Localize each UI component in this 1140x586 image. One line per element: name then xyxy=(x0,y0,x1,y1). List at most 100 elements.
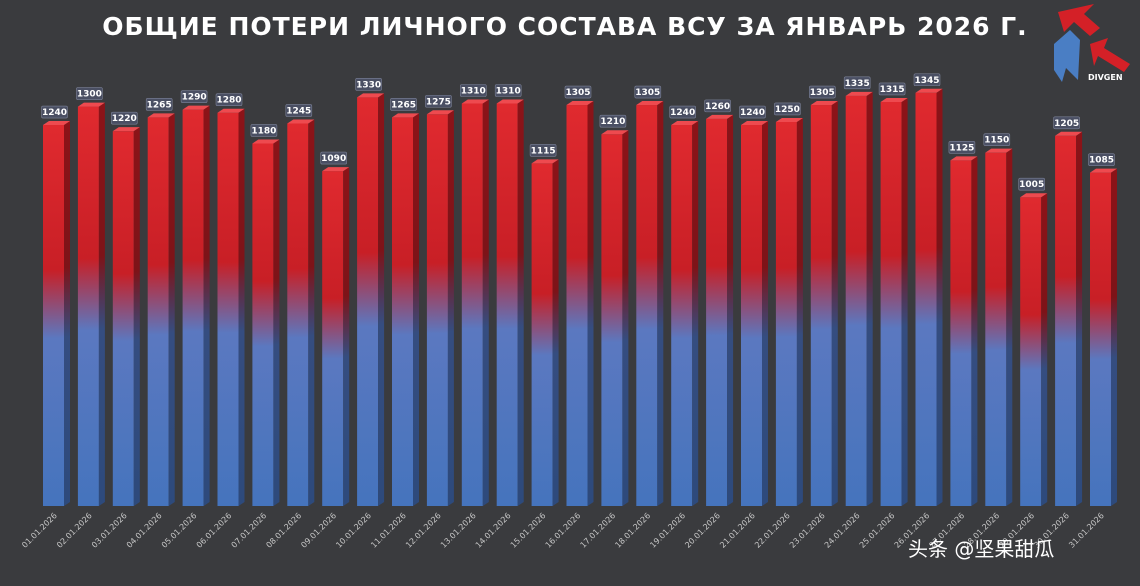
bar-side xyxy=(413,113,419,506)
bar-top xyxy=(531,159,559,164)
data-label-box xyxy=(250,124,278,137)
data-label-text: 1090 xyxy=(321,154,346,164)
data-label: 1085 xyxy=(1088,153,1115,166)
bar-top xyxy=(810,101,838,106)
data-label: 1220 xyxy=(111,111,138,125)
bar-side xyxy=(447,110,454,507)
bar xyxy=(671,121,699,506)
data-label-text: 1310 xyxy=(496,87,521,97)
data-label-text: 1245 xyxy=(286,106,311,116)
bar-front xyxy=(845,95,867,507)
bar xyxy=(496,99,524,506)
x-tick-label: 02.01.2026 xyxy=(55,511,94,550)
data-label-box xyxy=(459,84,487,97)
bar-top xyxy=(845,91,873,96)
bar xyxy=(880,97,908,507)
bar-front xyxy=(985,152,1007,506)
bar-side xyxy=(692,121,699,506)
x-tick-label: 13.01.2026 xyxy=(439,511,478,550)
data-label-text: 1205 xyxy=(1054,119,1079,129)
data-label-box xyxy=(355,78,382,91)
data-label-text: 1265 xyxy=(391,100,416,110)
bar-side xyxy=(622,130,629,507)
bar-side xyxy=(64,121,70,506)
data-label-text: 1330 xyxy=(356,80,381,90)
bar-top xyxy=(741,121,768,126)
data-label-box xyxy=(634,85,662,99)
bar-front xyxy=(1055,135,1077,506)
data-label: 1245 xyxy=(285,104,313,117)
x-tick-label: 24.01.2026 xyxy=(823,511,862,550)
data-label: 1150 xyxy=(983,133,1011,146)
data-label-box xyxy=(76,87,103,100)
data-label-text: 1180 xyxy=(251,126,276,136)
bar xyxy=(1020,193,1048,506)
x-tick-label: 21.01.2026 xyxy=(718,511,757,550)
data-label-box xyxy=(704,99,731,113)
bar-front xyxy=(287,123,309,506)
bar-top xyxy=(1090,168,1117,173)
bar-top xyxy=(636,101,664,106)
logo-text: DIVGEN xyxy=(1088,73,1123,82)
x-tick-label: 22.01.2026 xyxy=(753,511,792,550)
bar-top xyxy=(112,127,140,132)
bar-side xyxy=(1006,148,1013,506)
x-tick-label: 18.01.2026 xyxy=(613,511,652,550)
x-tick-label: 20.01.2026 xyxy=(683,511,722,550)
bar-top xyxy=(182,105,210,110)
x-tick-label: 05.01.2026 xyxy=(160,511,199,550)
data-label-box xyxy=(390,98,417,111)
bar-side xyxy=(343,167,350,507)
bar-side xyxy=(168,113,175,506)
x-tick-label: 10.01.2026 xyxy=(334,511,373,550)
data-label-text: 1240 xyxy=(670,108,695,118)
bar-side xyxy=(727,114,734,506)
x-tick-label: 08.01.2026 xyxy=(264,511,303,550)
bar-side xyxy=(203,105,210,507)
bar-front xyxy=(426,114,448,507)
data-label-text: 1260 xyxy=(705,102,730,112)
bar-side xyxy=(866,91,873,507)
data-label: 1260 xyxy=(704,99,731,113)
bar xyxy=(950,156,978,506)
data-label: 1280 xyxy=(215,93,243,107)
bar xyxy=(636,101,664,506)
bar-side xyxy=(1111,168,1117,506)
bar-top xyxy=(461,99,489,104)
bar-side xyxy=(971,156,978,506)
data-label-text: 1305 xyxy=(810,88,835,98)
data-label: 1115 xyxy=(529,144,557,157)
watermark: 头条 @坚果甜瓜 xyxy=(908,537,1054,561)
data-label: 1275 xyxy=(425,94,452,108)
data-label: 1305 xyxy=(808,85,836,99)
data-label: 1125 xyxy=(948,141,976,154)
bar-front xyxy=(1090,172,1111,506)
bar xyxy=(322,167,350,507)
logo-arrow-blue-icon xyxy=(1054,30,1080,82)
data-label-text: 1240 xyxy=(740,108,765,118)
bar-side xyxy=(587,101,594,506)
bar-side xyxy=(133,127,140,506)
bar xyxy=(182,105,210,507)
bar-top xyxy=(392,113,419,118)
bar-side xyxy=(517,99,524,506)
data-label-box xyxy=(529,144,557,157)
bar xyxy=(741,121,768,506)
bar xyxy=(531,159,559,506)
bar-side xyxy=(796,117,803,507)
data-label-text: 1125 xyxy=(949,143,974,153)
data-label-text: 1265 xyxy=(147,100,172,110)
bar xyxy=(43,121,70,506)
bar-top xyxy=(706,114,734,119)
bar-side xyxy=(831,101,838,506)
bar-front xyxy=(322,171,344,507)
data-label-box xyxy=(1018,177,1046,191)
bar-side xyxy=(657,101,664,506)
data-label-text: 1315 xyxy=(880,85,905,95)
bar-front xyxy=(496,103,518,506)
x-tick-label: 15.01.2026 xyxy=(509,511,548,550)
data-label-text: 1305 xyxy=(635,88,660,98)
bar-front xyxy=(636,105,658,506)
bar xyxy=(287,119,315,506)
data-label-text: 1210 xyxy=(600,117,625,127)
